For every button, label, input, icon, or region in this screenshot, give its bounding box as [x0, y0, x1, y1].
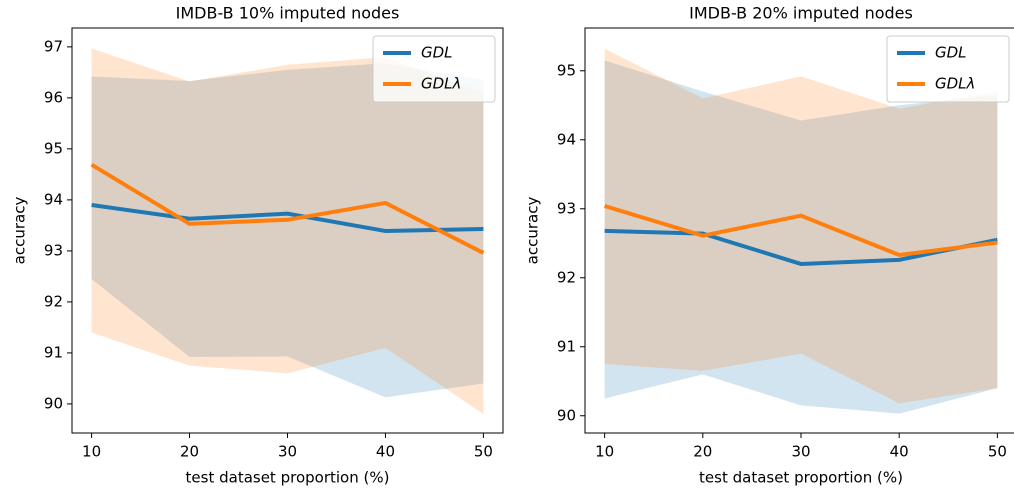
- line: [90, 162, 485, 255]
- band: [91, 48, 484, 415]
- y-tick-label: 94: [44, 190, 63, 208]
- x-tick-label: 30: [791, 443, 810, 461]
- x-axis-label: test dataset proportion (%): [186, 469, 390, 487]
- band: [604, 48, 998, 404]
- y-tick-label: 95: [44, 139, 63, 157]
- legend-label: GDL: [421, 44, 453, 62]
- chart-title: IMDB-B 20% imputed nodes: [689, 4, 913, 23]
- y-tick-label: 91: [44, 343, 63, 361]
- line: [604, 204, 998, 258]
- legend-label: GDLλ: [421, 75, 461, 93]
- x-tick-label: 10: [595, 443, 614, 461]
- x-tick-label: 20: [693, 443, 712, 461]
- x-tick-label: 40: [890, 443, 909, 461]
- y-axis-label: accuracy: [11, 197, 29, 265]
- x-tick-label: 10: [82, 443, 101, 461]
- y-tick-label: 96: [44, 88, 63, 106]
- y-tick-label: 90: [44, 394, 63, 412]
- chart-title: IMDB-B 10% imputed nodes: [176, 4, 400, 23]
- y-tick-label: 93: [44, 241, 63, 259]
- band: [604, 60, 998, 414]
- band: [91, 63, 484, 398]
- line: [604, 228, 998, 266]
- x-tick-label: 20: [180, 443, 199, 461]
- line: [91, 203, 484, 234]
- y-tick-label: 92: [557, 268, 576, 286]
- y-tick-label: 95: [557, 61, 576, 79]
- y-axis-label: accuracy: [524, 197, 542, 265]
- x-tick-label: 40: [376, 443, 395, 461]
- x-tick-label: 50: [988, 443, 1007, 461]
- y-tick-label: 92: [44, 292, 63, 310]
- y-tick-label: 90: [557, 406, 576, 424]
- y-tick-label: 94: [557, 130, 576, 148]
- x-tick-label: 50: [474, 443, 493, 461]
- y-tick-label: 93: [557, 199, 576, 217]
- x-axis-label: test dataset proportion (%): [699, 469, 903, 487]
- x-tick-label: 30: [278, 443, 297, 461]
- legend-label: GDLλ: [935, 75, 975, 93]
- y-tick-label: 97: [44, 37, 63, 55]
- y-tick-label: 91: [557, 337, 576, 355]
- legend-label: GDL: [935, 44, 967, 62]
